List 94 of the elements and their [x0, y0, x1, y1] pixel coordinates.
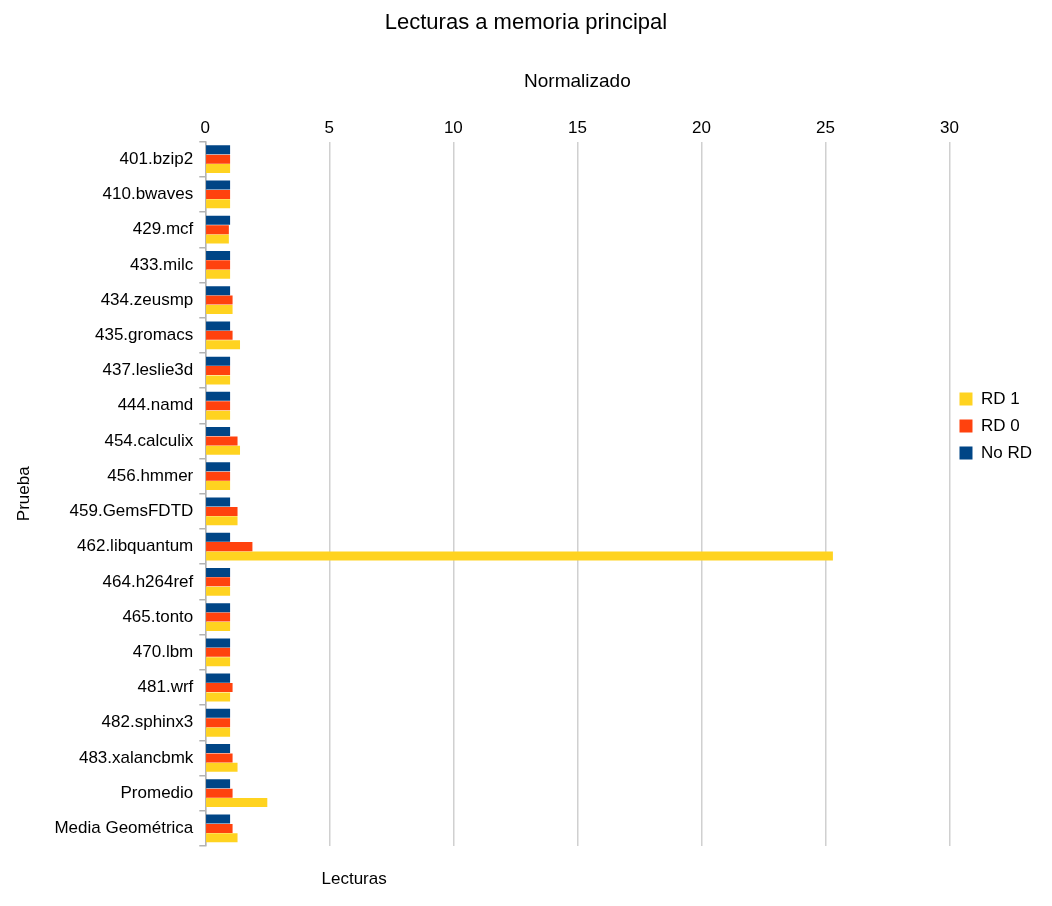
bar: [206, 401, 231, 411]
y-tick-label: 401.bzip2: [119, 148, 194, 168]
bar: [206, 779, 231, 789]
bar: [206, 788, 233, 798]
bar: [206, 683, 233, 693]
bar: [206, 286, 231, 296]
bar: [206, 164, 231, 174]
y-tick-label: 437.leslie3d: [102, 360, 194, 380]
bar: [206, 436, 238, 446]
x-tick-label: 15: [567, 118, 587, 138]
y-tick-label: 429.mcf: [132, 219, 194, 239]
bar: [206, 260, 231, 270]
x-tick-label: 10: [443, 118, 463, 138]
chart-title: Lecturas a memoria principal: [384, 9, 668, 35]
bar: [206, 375, 231, 385]
bar: [206, 506, 238, 516]
y-tick-label: 462.libquantum: [77, 536, 194, 556]
y-tick-label: 482.sphinx3: [101, 712, 194, 732]
bar: [206, 497, 231, 507]
x-tick-label: 25: [816, 118, 835, 138]
x-tick-label: 30: [940, 118, 959, 138]
bar: [206, 215, 231, 225]
bar: [206, 647, 231, 657]
y-tick-label: 465.tonto: [122, 606, 194, 626]
bar: [206, 638, 231, 648]
bar: [206, 798, 268, 808]
text: Lecturas: [321, 868, 387, 888]
bar: [206, 833, 238, 843]
x-tick-label: 20: [691, 118, 711, 138]
bar: [206, 330, 233, 340]
bar: [206, 304, 233, 314]
bar: [206, 321, 231, 331]
bar: [206, 823, 233, 833]
bar: [206, 356, 231, 366]
bar: [206, 269, 231, 279]
bar: [206, 567, 231, 577]
x-axis-title: Normalizado: [524, 70, 631, 92]
y-tick-label: 444.namd: [117, 395, 194, 415]
bar: [206, 250, 231, 260]
bar: [206, 762, 238, 772]
y-tick-label: 454.calculix: [104, 430, 194, 450]
y-tick-label: 459.GemsFDTD: [69, 501, 194, 521]
bar: [206, 427, 231, 437]
x-tick-label: 0: [200, 118, 211, 138]
bar: [206, 471, 231, 481]
y-tick-label: 410.bwaves: [102, 184, 194, 204]
bar: [206, 225, 229, 235]
bar: [206, 621, 231, 631]
bar: [206, 532, 231, 542]
bar: [206, 612, 231, 622]
y-tick-label: 470.lbm: [132, 641, 194, 661]
bar: [206, 708, 231, 718]
bar: [206, 145, 231, 155]
bar: [206, 586, 231, 596]
legend-label: RD 1: [980, 388, 1020, 408]
bar: [206, 180, 231, 190]
y-tick-label: Media Geométrica: [54, 818, 194, 838]
bar: [206, 542, 253, 552]
bar: [206, 481, 231, 491]
bar: [206, 718, 231, 728]
y-tick-label: Promedio: [120, 782, 194, 802]
y-tick-label: 456.hmmer: [107, 465, 194, 485]
bar: [206, 340, 241, 350]
bar: [206, 445, 241, 455]
bar: [206, 551, 833, 561]
y-axis-title: Prueba: [13, 465, 33, 522]
bar: [206, 199, 231, 209]
bar: [206, 189, 231, 199]
bar: [206, 814, 231, 824]
bar: [206, 295, 233, 305]
bar: [206, 577, 231, 587]
y-tick-label: 481.wrf: [137, 677, 194, 697]
bar: [206, 673, 231, 683]
bar: [206, 391, 231, 401]
y-tick-label: 483.xalancbmk: [78, 747, 194, 767]
bar: [206, 154, 231, 164]
legend-label: No RD: [980, 442, 1033, 462]
bar: [206, 727, 231, 737]
y-tick-label: 434.zeusmp: [100, 289, 194, 309]
bar: [206, 410, 231, 420]
bar: [206, 234, 229, 244]
bar: [206, 603, 231, 613]
bar: [206, 462, 231, 472]
y-tick-label: 433.milc: [129, 254, 194, 274]
y-tick-label: 464.h264ref: [102, 571, 194, 591]
bar: [206, 516, 238, 526]
y-tick-label: 435.gromacs: [95, 325, 194, 344]
legend-label: RD 0: [980, 415, 1020, 435]
bar: [206, 744, 231, 754]
bar: [206, 692, 231, 702]
x-tick-label: 5: [324, 118, 335, 138]
bar: [206, 753, 233, 763]
bar: [206, 366, 231, 376]
bar: [206, 657, 231, 667]
